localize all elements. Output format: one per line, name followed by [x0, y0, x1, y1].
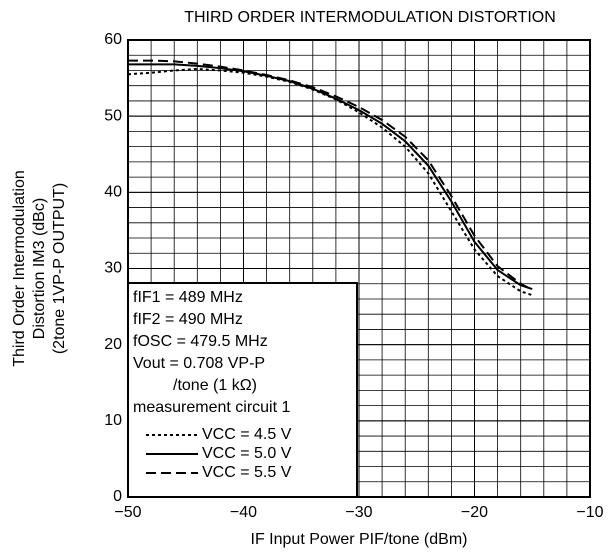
y-tick-label: 30 — [104, 260, 122, 277]
x-tick-label: −40 — [230, 504, 257, 521]
data-line — [127, 67, 533, 297]
y-tick-label: 0 — [113, 488, 122, 505]
y-axis-label-line: Distortion IM3 (dBc) — [31, 198, 48, 339]
condition-text: Vout = 0.708 VP-P — [133, 355, 265, 372]
legend-label: VCC = 5.5 V — [202, 464, 292, 481]
y-tick-label: 60 — [104, 31, 122, 48]
x-tick-label: −10 — [576, 504, 603, 521]
y-tick-label: 10 — [104, 412, 122, 429]
y-tick-label: 50 — [104, 107, 122, 124]
x-tick-label: −20 — [461, 504, 488, 521]
condition-text: fIF1 = 489 MHz — [133, 289, 243, 306]
data-line — [128, 59, 533, 291]
chart-title: THIRD ORDER INTERMODULATION DISTORTION — [184, 9, 556, 26]
y-tick-label: 20 — [104, 336, 122, 353]
legend-box — [127, 282, 358, 498]
x-tick-label: −30 — [345, 504, 372, 521]
y-axis-label-line: Third Order Intermodulation — [11, 170, 28, 367]
legend-label: VCC = 4.5 V — [202, 426, 292, 443]
y-tick-label: 40 — [104, 184, 122, 201]
legend-label: VCC = 5.0 V — [202, 445, 292, 462]
x-axis-label: IF Input Power PIF/tone (dBm) — [251, 531, 468, 548]
condition-text: /tone (1 kΩ) — [173, 377, 257, 394]
y-axis-label-line: (2tone 1VP-P OUTPUT) — [51, 183, 68, 354]
condition-text: fOSC = 479.5 MHz — [133, 333, 268, 350]
condition-text: measurement circuit 1 — [133, 399, 290, 416]
condition-text: fIF2 = 490 MHz — [133, 311, 243, 328]
x-tick-label: −50 — [114, 504, 141, 521]
data-line — [128, 63, 533, 291]
y-axis-label: Third Order Intermodulation Distortion IM… — [11, 170, 68, 367]
plot-frame — [127, 39, 591, 498]
